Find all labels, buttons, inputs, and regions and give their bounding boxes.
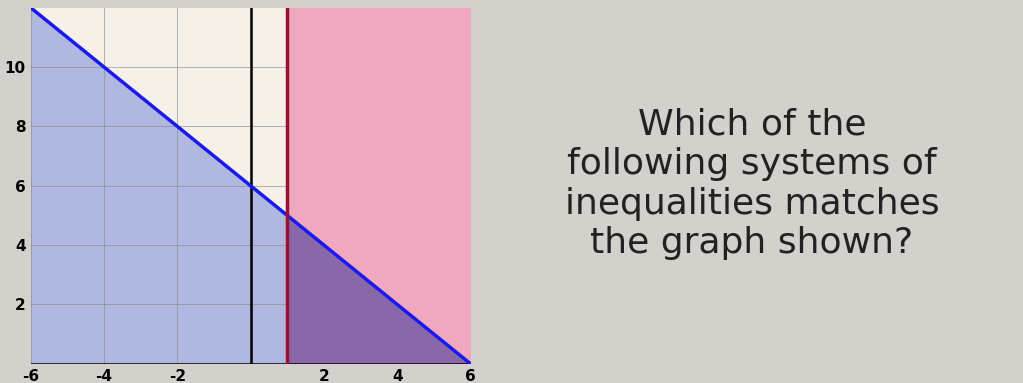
- Polygon shape: [287, 215, 471, 364]
- Polygon shape: [31, 8, 287, 364]
- Text: Which of the
following systems of
inequalities matches
the graph shown?: Which of the following systems of inequa…: [565, 108, 939, 260]
- Polygon shape: [287, 8, 471, 364]
